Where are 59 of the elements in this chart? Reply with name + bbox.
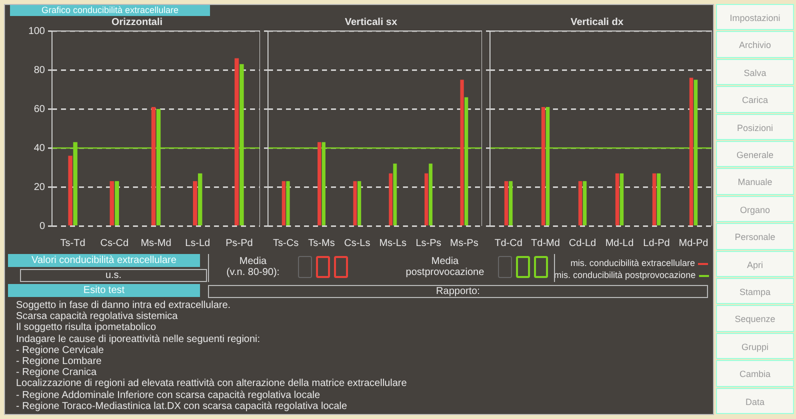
x-tick-label: Ms-Ps <box>450 238 478 249</box>
text: Localizzazione di regioni ad elevata reattività con alterazione della matrice extracellulare <box>16 378 407 390</box>
text: Sequenze <box>716 305 794 332</box>
text: - Regione Lombare <box>16 356 102 367</box>
text: Rapporto: <box>208 285 708 298</box>
x-tick-label: Ms-Md <box>140 238 172 249</box>
text: Il soggetto risulta ipometabolico <box>16 322 156 334</box>
x-tick-label: Ts-Td <box>60 238 86 249</box>
text: Media postprovocazione <box>404 256 486 278</box>
text: Archivio <box>716 31 794 58</box>
x-tick-label: Cd-Ld <box>568 238 596 249</box>
text: Media (v.n. 80-90): <box>225 256 281 278</box>
text: Impostazioni <box>716 4 794 30</box>
text: - Regione Toraco-Mediastinica lat.DX con scarsa capacità regolativa locale <box>16 400 348 412</box>
text: Grafico conducibilità extracellulare <box>10 5 210 16</box>
text: Personale <box>716 223 794 250</box>
text: Stampa <box>716 278 794 304</box>
x-tick-label: Td-Cd <box>494 238 522 249</box>
text: Indagare le cause di iporeattività nelle seguenti regioni: <box>16 334 260 345</box>
y-tick-label: 40 <box>34 142 46 154</box>
y-tick-label: 60 <box>34 104 46 115</box>
x-tick-label: Cs-Ls <box>344 238 370 249</box>
x-tick-label: Ls-Ps <box>416 238 442 249</box>
x-tick-label: Md-Ld <box>605 238 634 249</box>
text: Esito test <box>8 284 200 297</box>
text: Manuale <box>716 168 794 195</box>
chart-title: Verticali sx <box>344 16 398 28</box>
text: Scarsa capacità regolativa sistemica <box>16 311 178 322</box>
x-tick-label: Ls-Ld <box>185 238 210 249</box>
x-tick-label: Md-Pd <box>678 238 708 249</box>
x-tick-label: Ts-Ms <box>308 238 335 249</box>
x-tick-label: Ld-Pd <box>643 238 670 249</box>
y-tick-label: 20 <box>34 182 46 193</box>
x-tick-label: Td-Md <box>531 238 560 249</box>
y-tick-label: 80 <box>34 64 46 76</box>
legend-label: mis. conducibilità extracellulare <box>570 258 695 268</box>
x-tick-label: Ps-Pd <box>226 238 253 249</box>
x-tick-label: Ts-Cs <box>273 238 299 249</box>
x-tick-label: Ms-Ls <box>379 238 406 249</box>
chart-title: Orizzontali <box>111 16 163 28</box>
text: Salva <box>716 58 794 86</box>
text: Valori conducibilità extracellulare <box>8 254 200 267</box>
text: Generale <box>716 141 794 168</box>
text: u.s. <box>20 269 207 282</box>
text: Cambia <box>716 360 794 387</box>
text: - Regione Cranica <box>16 367 97 378</box>
text: Apri <box>716 250 794 277</box>
text: Organo <box>716 196 794 222</box>
text: Data <box>716 388 794 414</box>
text: - Regione Cervicale <box>16 344 104 356</box>
text: Soggetto in fase di danno intra ed extracellulare. <box>16 300 231 311</box>
y-tick-label: 0 <box>39 220 46 232</box>
y-tick-label: 100 <box>28 26 46 37</box>
text: Gruppi <box>716 332 794 360</box>
chart-title: Verticali dx <box>570 16 624 28</box>
text: Posizioni <box>716 114 794 140</box>
x-tick-label: Cs-Cd <box>100 238 129 249</box>
text: - Regione Addominale Inferiore con scarsa capacità regolativa locale <box>16 390 320 401</box>
text: Carica <box>716 86 794 113</box>
